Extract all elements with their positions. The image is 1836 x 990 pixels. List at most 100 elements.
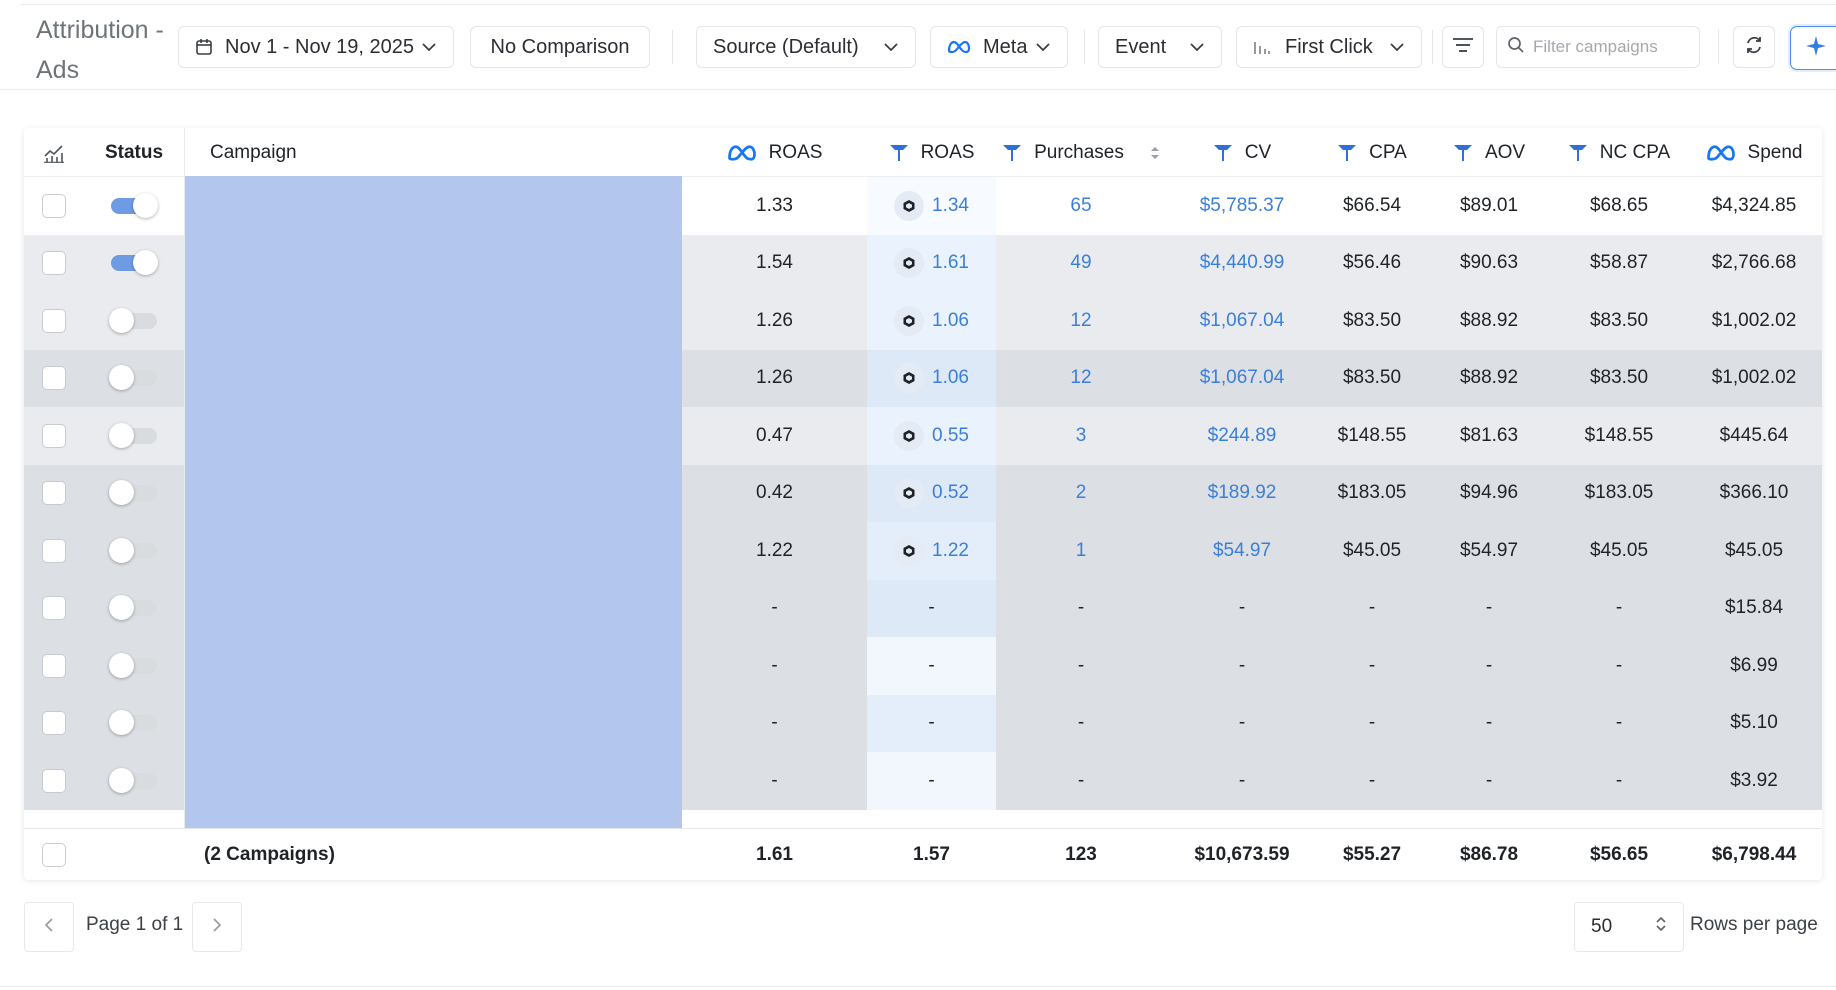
comparison-button[interactable]: No Comparison	[470, 26, 650, 68]
platform-dropdown[interactable]: Meta	[930, 26, 1068, 68]
column-header-tw-roas[interactable]: ROAS	[867, 128, 996, 177]
column-header-cv[interactable]: CV	[1166, 128, 1318, 177]
attribution-model-dropdown[interactable]: First Click	[1236, 26, 1422, 68]
status-header[interactable]: Status	[104, 141, 164, 163]
cell-tw-roas[interactable]: 1.34	[867, 177, 996, 235]
cell-tw-roas[interactable]: 1.22	[867, 522, 996, 580]
row-checkbox[interactable]	[42, 366, 66, 391]
row-checkbox-cell[interactable]	[24, 695, 84, 753]
cell-cv[interactable]: $4,440.99	[1166, 235, 1318, 293]
cell-purchases[interactable]: 1	[996, 522, 1166, 580]
cell-tw-roas[interactable]: 1.61	[867, 234, 996, 292]
status-cell[interactable]	[84, 580, 184, 638]
cell-tw-roas[interactable]: 0.52	[867, 464, 996, 522]
status-cell[interactable]	[84, 465, 184, 523]
column-header-purchases[interactable]: Purchases	[996, 128, 1166, 177]
campaign-search[interactable]	[1496, 26, 1700, 68]
row-checkbox-cell[interactable]	[24, 580, 84, 638]
campaign-header[interactable]: Campaign	[210, 141, 297, 163]
cell-value: -	[1077, 769, 1085, 791]
meta-icon	[1706, 144, 1736, 162]
cell-tw-roas[interactable]: 1.06	[867, 292, 996, 350]
search-input[interactable]	[1533, 37, 1693, 57]
row-checkbox[interactable]	[42, 251, 66, 276]
status-toggle[interactable]	[111, 192, 158, 218]
status-toggle[interactable]	[109, 537, 157, 563]
status-toggle[interactable]	[109, 422, 157, 448]
row-checkbox[interactable]	[42, 768, 66, 793]
status-toggle[interactable]	[109, 480, 157, 506]
row-checkbox[interactable]	[42, 538, 66, 563]
row-checkbox[interactable]	[42, 308, 66, 333]
date-range-picker[interactable]: Nov 1 - Nov 19, 2025	[178, 26, 454, 68]
status-cell[interactable]	[84, 177, 184, 235]
cell-purchases[interactable]: 2	[996, 465, 1166, 523]
status-toggle[interactable]	[109, 710, 157, 736]
ai-assistant-button[interactable]	[1790, 26, 1836, 70]
status-toggle[interactable]	[109, 307, 157, 333]
status-cell[interactable]	[84, 752, 184, 810]
status-cell[interactable]	[84, 235, 184, 293]
cell-purchases[interactable]: 49	[996, 235, 1166, 293]
row-checkbox-cell[interactable]	[24, 407, 84, 465]
row-checkbox-cell[interactable]	[24, 752, 84, 810]
cell-cv[interactable]: $5,785.37	[1166, 177, 1318, 235]
prev-page-button[interactable]	[24, 902, 74, 952]
select-all-checkbox[interactable]	[42, 842, 66, 867]
cell-cv[interactable]: $1,067.04	[1166, 292, 1318, 350]
cell-value: 3	[1075, 424, 1087, 446]
column-header-meta-roas[interactable]: ROAS	[682, 128, 867, 177]
cell-purchases[interactable]: 65	[996, 177, 1166, 235]
row-checkbox-cell[interactable]	[24, 350, 84, 408]
status-cell[interactable]	[84, 292, 184, 350]
status-cell[interactable]	[84, 407, 184, 465]
refresh-button[interactable]	[1733, 26, 1775, 68]
cell-cv[interactable]: $244.89	[1166, 407, 1318, 465]
row-checkbox-cell[interactable]	[24, 292, 84, 350]
column-header-aov[interactable]: AOV	[1426, 128, 1552, 177]
status-toggle[interactable]	[111, 250, 158, 276]
cell-purchases[interactable]: 12	[996, 350, 1166, 408]
source-dropdown[interactable]: Source (Default)	[696, 26, 916, 68]
status-cell[interactable]	[84, 522, 184, 580]
cell-tw-roas[interactable]: 1.06	[867, 349, 996, 407]
column-settings-button[interactable]	[1442, 26, 1484, 68]
row-checkbox[interactable]	[42, 596, 66, 621]
row-checkbox-cell[interactable]	[24, 637, 84, 695]
next-page-button[interactable]	[192, 902, 242, 952]
status-cell[interactable]	[84, 637, 184, 695]
column-header-spend[interactable]: Spend	[1686, 128, 1822, 177]
row-checkbox-cell[interactable]	[24, 235, 84, 293]
event-dropdown[interactable]: Event	[1098, 26, 1222, 68]
cell-nc-cpa: $83.50	[1552, 292, 1686, 350]
cell-purchases[interactable]: 3	[996, 407, 1166, 465]
cell-cv[interactable]: $1,067.04	[1166, 350, 1318, 408]
cell-tw-roas[interactable]: 0.55	[867, 407, 996, 465]
chart-toggle-icon[interactable]	[24, 128, 84, 177]
status-cell[interactable]	[84, 350, 184, 408]
status-toggle[interactable]	[109, 365, 157, 391]
cell-cv[interactable]: $189.92	[1166, 465, 1318, 523]
status-toggle[interactable]	[109, 652, 157, 678]
row-checkbox[interactable]	[42, 193, 66, 218]
row-checkbox[interactable]	[42, 711, 66, 736]
cell-cv[interactable]: $54.97	[1166, 522, 1318, 580]
sort-icon[interactable]	[1150, 146, 1160, 160]
status-toggle[interactable]	[109, 767, 157, 793]
row-checkbox-cell[interactable]	[24, 177, 84, 235]
status-cell[interactable]	[84, 695, 184, 753]
cell-value: $56.46	[1342, 252, 1402, 274]
row-checkbox-cell[interactable]	[24, 522, 84, 580]
select-all-checkbox-cell[interactable]	[24, 829, 84, 880]
row-checkbox[interactable]	[42, 423, 66, 448]
status-toggle[interactable]	[109, 595, 157, 621]
cell-purchases[interactable]: 12	[996, 292, 1166, 350]
cell-cpa: $83.50	[1318, 292, 1426, 350]
row-checkbox[interactable]	[42, 481, 66, 506]
row-checkbox-cell[interactable]	[24, 465, 84, 523]
column-header-cpa[interactable]: CPA	[1318, 128, 1426, 177]
rows-per-page-select[interactable]: 50	[1574, 902, 1684, 952]
cell-purchases: -	[996, 695, 1166, 753]
row-checkbox[interactable]	[42, 653, 66, 678]
column-header-nc-cpa[interactable]: NC CPA	[1552, 128, 1686, 177]
